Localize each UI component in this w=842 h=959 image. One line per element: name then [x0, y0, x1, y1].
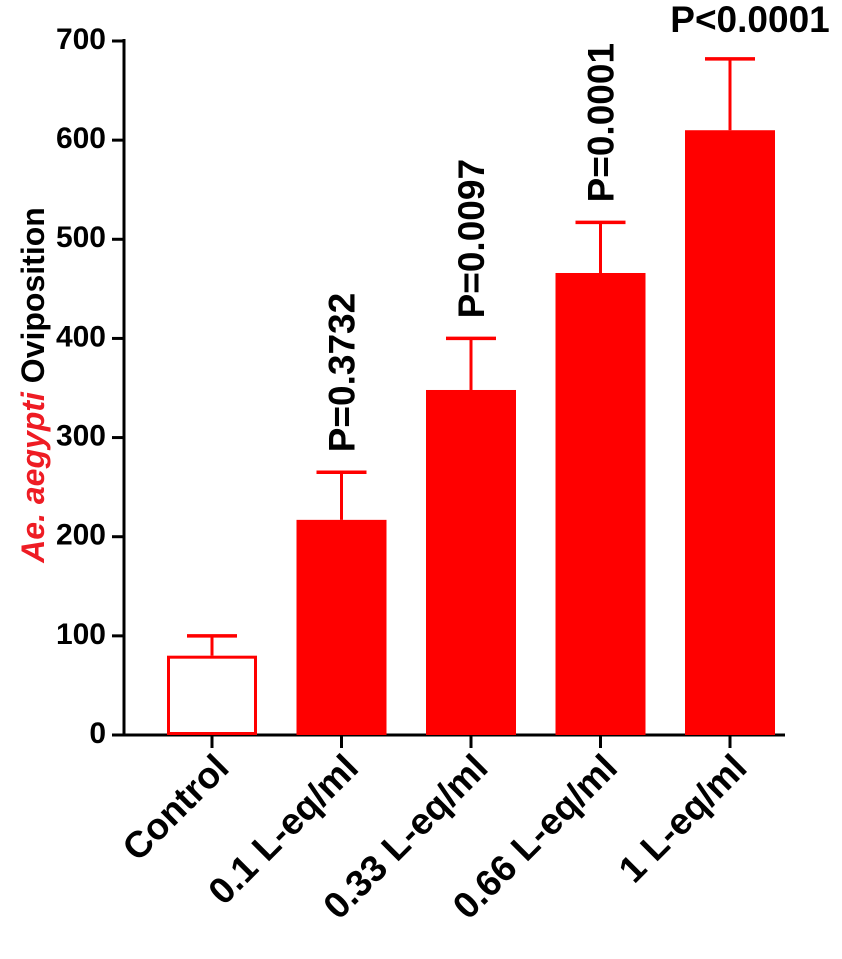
p-value-label: P=0.0001 [581, 43, 622, 202]
y-tick-label: 600 [56, 122, 106, 155]
svg-text:Ae. aegypti Oviposition: Ae. aegypti Oviposition [15, 207, 51, 564]
p-value-label: P=0.3732 [322, 293, 363, 452]
y-axis-title-species: Ae. aegypti [15, 391, 51, 564]
x-tick-label: Control [115, 747, 237, 869]
y-tick-label: 700 [56, 23, 106, 56]
y-tick-label: 500 [56, 221, 106, 254]
bar [426, 389, 516, 735]
axes: 0 100 200 300 400 500 600 700 [56, 23, 785, 750]
p-value-label: P<0.0001 [670, 0, 829, 40]
y-tick-label: 200 [56, 519, 106, 552]
p-value-label: P=0.0097 [451, 159, 492, 318]
y-tick-label: 100 [56, 618, 106, 651]
bar [555, 272, 646, 735]
bar [167, 655, 257, 736]
y-tick-label: 400 [56, 320, 106, 353]
bars [167, 57, 775, 748]
bar [296, 519, 387, 735]
y-tick-label: 300 [56, 419, 106, 452]
bar [685, 130, 775, 735]
y-tick-label: 0 [89, 717, 106, 750]
x-tick-label: 1 L-eq/ml [611, 747, 755, 891]
y-axis-title-text: Oviposition [15, 207, 51, 392]
annotations: P=0.3732 P=0.0097 P=0.0001 P<0.0001 [322, 0, 830, 452]
y-axis-title: Ae. aegypti Oviposition [15, 207, 51, 564]
